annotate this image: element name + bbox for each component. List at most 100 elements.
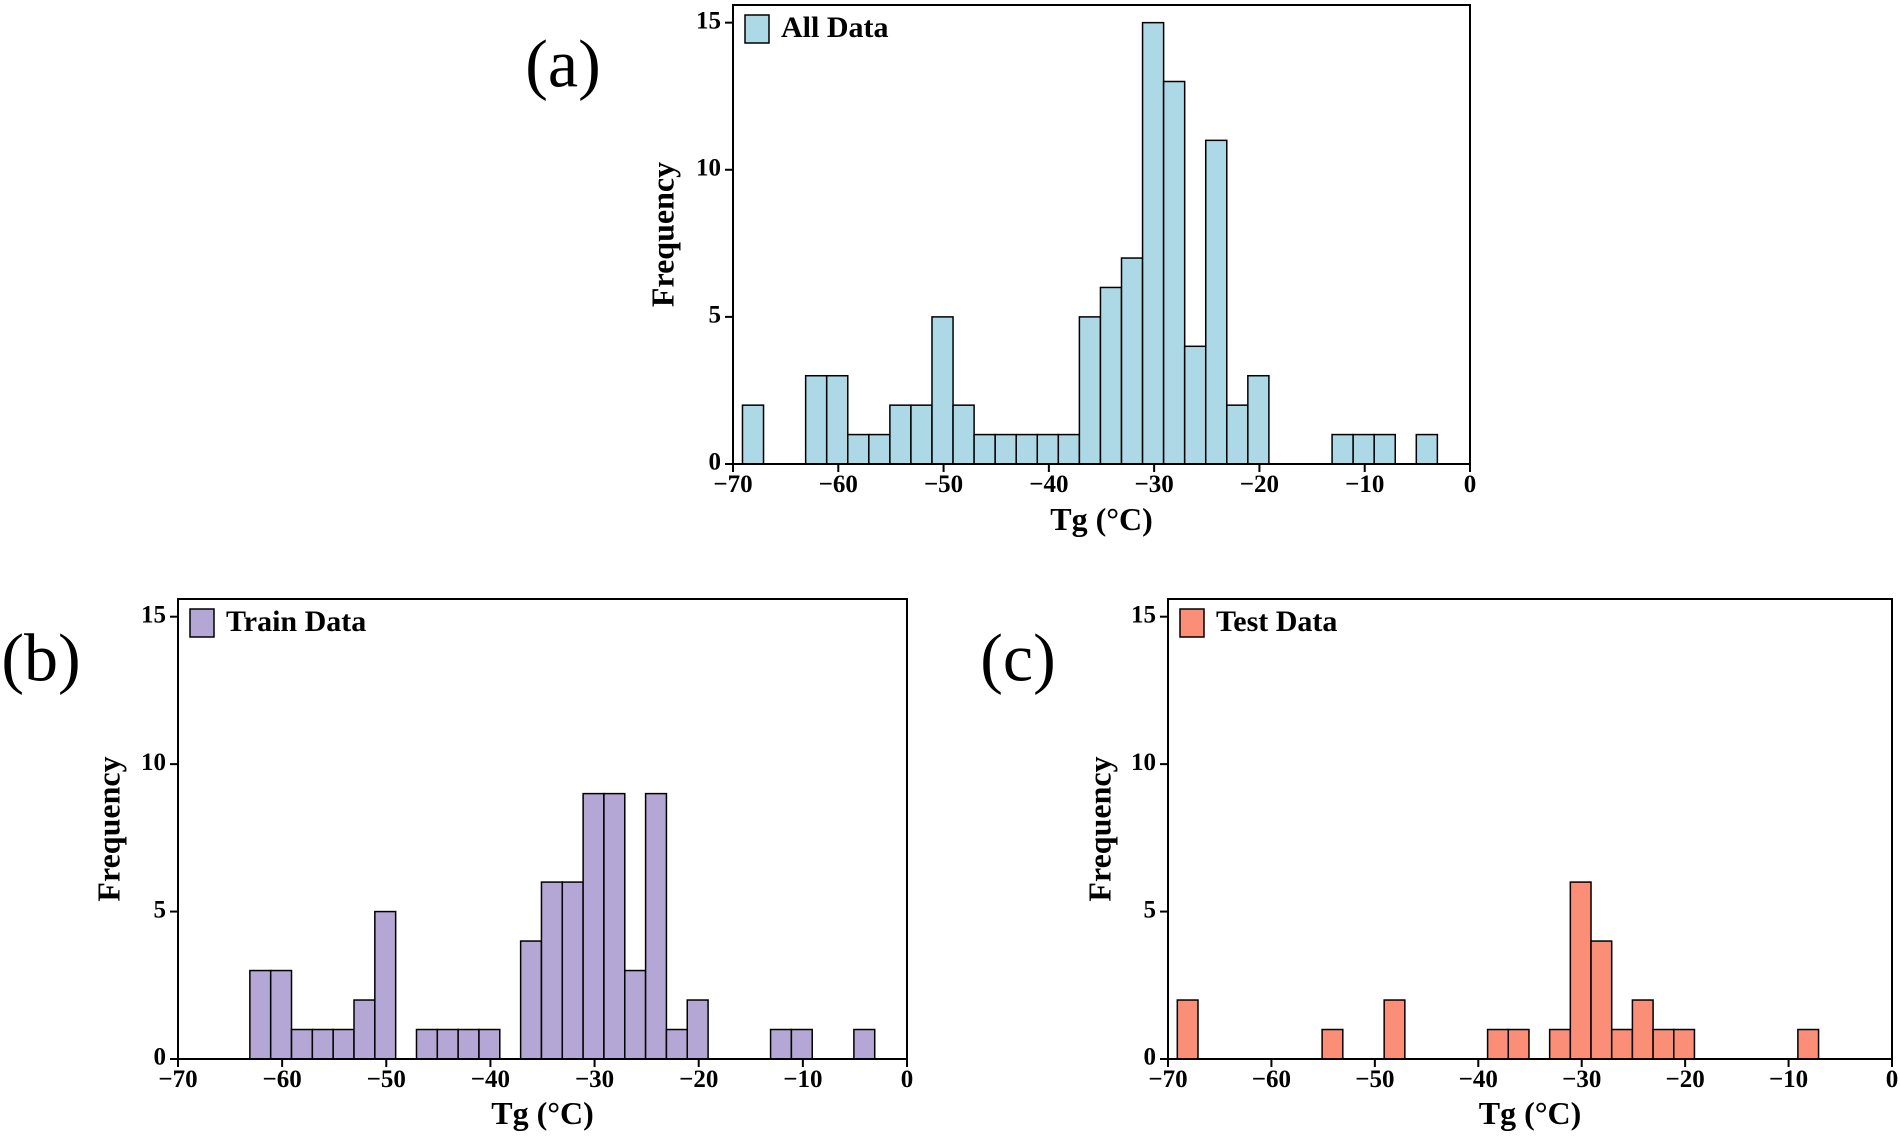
histogram-bar [769,1028,793,1060]
x-tick-label: 0 [1464,471,1477,498]
histogram-bar [1321,1028,1344,1060]
histogram-bar [1183,345,1207,465]
histogram-bar [415,1028,439,1060]
histogram-bar [931,316,954,465]
histogram-bar [1415,433,1439,465]
histogram-bar [353,999,376,1060]
histogram-bar [952,404,975,465]
panel-label: (a) [525,26,600,102]
histogram-bar [847,433,870,465]
x-tick-label: −50 [1355,1066,1394,1093]
histogram-bar [249,969,272,1060]
legend-swatch [189,608,215,638]
histogram-bar [1176,999,1199,1060]
histogram-bar [910,404,933,465]
histogram-bar [1331,433,1354,465]
histogram-bar [1247,374,1270,465]
y-tick-label: 15 [1131,601,1156,628]
y-tick-label: 10 [141,749,166,776]
histogram-bar [1486,1028,1510,1060]
x-tick-label: 0 [1886,1066,1899,1093]
histogram-panel-b: (b) −70 −60 −50 −40 −30 −20 −10 0 0 5 10 15 Tg (°C) Fr… [1,598,914,1131]
histogram-bar [790,1028,813,1060]
histogram-bar [1797,1028,1820,1060]
x-tick-label: −10 [783,1066,822,1093]
histogram-bar [825,374,849,465]
histogram-bar [1383,999,1406,1060]
plot-frame [1167,598,1893,1060]
x-tick-label: −50 [924,471,963,498]
histogram-bar [1078,316,1102,465]
histogram-bar [290,1028,314,1060]
histogram-bar [994,433,1017,465]
histogram-bar [889,404,912,465]
histogram-bar [1057,433,1081,465]
histogram-bar [1036,433,1060,465]
legend-label: Test Data [1216,605,1337,638]
histogram-bar [1631,999,1654,1060]
x-axis-label: Tg (°C) [491,1095,594,1131]
legend-swatch [744,14,770,44]
x-tick-label: −30 [575,1066,614,1093]
histogram-bar [741,404,765,465]
histogram-bar [561,881,584,1060]
x-tick-label: −40 [1029,471,1068,498]
legend-swatch [1179,608,1205,638]
x-tick-label: −40 [1459,1066,1498,1093]
y-tick-label: 10 [1131,749,1156,776]
x-tick-label: −30 [1135,471,1174,498]
histogram-bar [1226,404,1249,465]
y-tick-label: 15 [696,7,721,34]
y-tick-label: 15 [141,601,166,628]
x-axis-label: Tg (°C) [1050,501,1153,537]
histogram-bar [374,910,397,1060]
histogram-bar [1373,433,1396,465]
histogram-bar [1204,139,1228,465]
histogram-bar [973,433,996,465]
histogram-bar [1610,1028,1634,1060]
y-axis-label: Frequency [1081,756,1117,901]
histogram-bar [665,1028,689,1060]
histogram-bar [1652,1028,1675,1060]
histogram-bar [1099,286,1123,465]
x-tick-label: −40 [471,1066,510,1093]
histogram-bar [624,969,647,1060]
histogram-bar [519,940,543,1060]
histogram-bar [540,881,564,1060]
histogram-bar [582,792,605,1060]
histogram-bar [1141,21,1165,465]
x-tick-label: −70 [713,471,752,498]
histogram-bar [686,999,709,1060]
histogram-bar [457,1028,480,1060]
histogram-bar [1507,1028,1530,1060]
x-tick-label: −50 [367,1066,406,1093]
plot-frame [177,598,908,1060]
y-axis-label: Frequency [90,756,126,901]
histogram-bar [436,1028,459,1060]
panel-label: (c) [980,620,1055,696]
histogram-bar [332,1028,355,1060]
panel-label: (b) [1,620,80,696]
plot-frame [732,4,1471,465]
histogram-panel-c: (c) −70 −60 −50 −40 −30 −20 −10 0 0 5 10 15 Tg (°C) Fr… [980,598,1899,1131]
x-tick-label: −60 [1252,1066,1291,1093]
histogram-bar [1590,940,1613,1060]
x-tick-label: −10 [1769,1066,1808,1093]
y-tick-label: 5 [154,896,167,923]
histogram-bar [1569,881,1592,1060]
x-tick-label: −20 [679,1066,718,1093]
histogram-bar [868,433,891,465]
x-tick-label: −60 [819,471,858,498]
x-tick-label: 0 [901,1066,914,1093]
y-tick-label: 0 [709,449,722,476]
y-tick-label: 10 [696,155,721,182]
histogram-bar [478,1028,501,1060]
legend-label: All Data [781,11,889,44]
y-tick-label: 5 [1144,896,1157,923]
x-tick-label: −70 [1148,1066,1187,1093]
histogram-bar [804,374,828,465]
y-axis-label: Frequency [644,162,680,307]
x-tick-label: −20 [1666,1066,1705,1093]
x-tick-label: −70 [158,1066,197,1093]
